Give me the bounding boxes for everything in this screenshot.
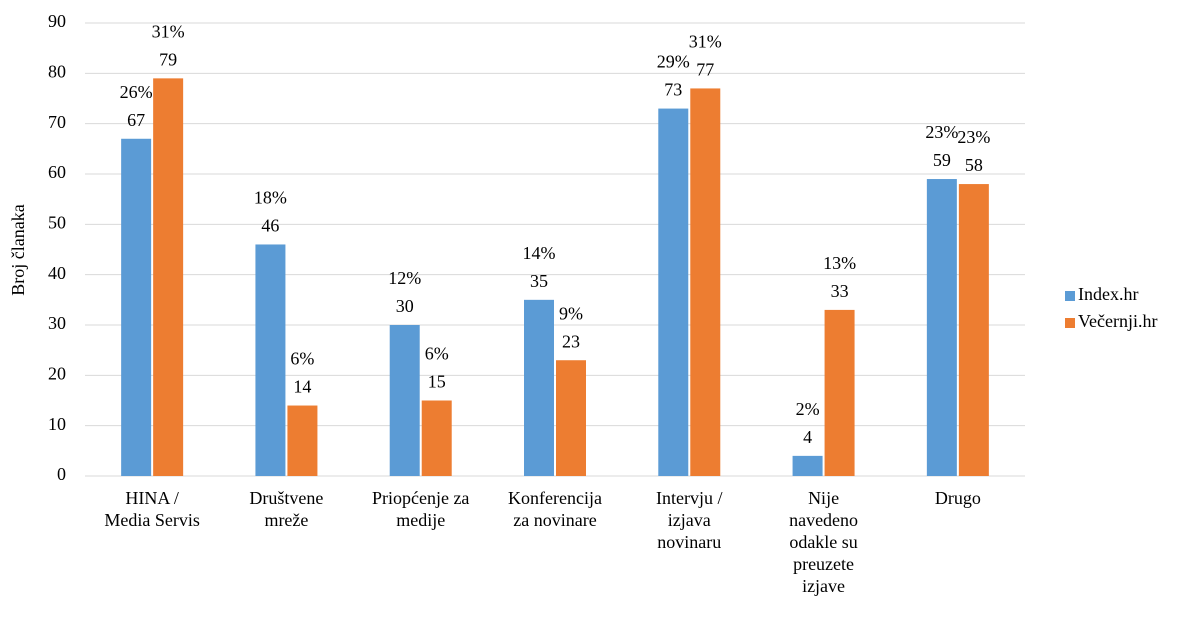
bar — [556, 360, 586, 476]
y-tick-label: 40 — [48, 263, 66, 283]
bar — [153, 78, 184, 476]
x-tick-label: Priopćenje za medije — [371, 488, 470, 530]
x-tick-label: Društvene mreže — [249, 488, 324, 530]
data-label: 23 — [562, 331, 580, 351]
bar — [121, 138, 152, 476]
bar — [690, 88, 721, 476]
share-label: 18% — [254, 188, 287, 208]
data-label: 73 — [664, 80, 682, 100]
data-label: 59 — [933, 150, 951, 170]
data-label: 77 — [696, 60, 714, 80]
share-label: 13% — [823, 253, 856, 273]
share-label: 9% — [559, 303, 583, 323]
legend-swatch — [1065, 291, 1075, 301]
share-label: 26% — [120, 82, 153, 102]
bar — [926, 179, 957, 477]
share-label: 23% — [925, 122, 958, 142]
x-tick-label: HINA / Media Servis — [104, 488, 200, 530]
x-tick-label: Konferencija za novinare — [508, 488, 602, 530]
share-label: 31% — [152, 21, 185, 41]
share-label: 14% — [523, 243, 556, 263]
legend-label: Večernji.hr — [1078, 311, 1157, 331]
data-label: 4 — [803, 427, 812, 447]
data-label: 35 — [530, 271, 548, 291]
data-label: 58 — [965, 155, 983, 175]
data-label: 33 — [831, 281, 849, 301]
y-tick-label: 20 — [48, 363, 66, 383]
bar — [389, 325, 420, 476]
share-label: 12% — [388, 268, 421, 288]
data-label: 30 — [396, 296, 414, 316]
data-label: 79 — [159, 49, 177, 69]
data-label: 15 — [428, 372, 446, 392]
bar — [658, 108, 689, 477]
y-tick-label: 60 — [48, 162, 66, 182]
data-label: 14 — [293, 377, 311, 397]
y-tick-label: 10 — [48, 414, 66, 434]
share-label: 6% — [425, 344, 449, 364]
y-tick-label: 50 — [48, 212, 66, 232]
share-label: 2% — [796, 399, 820, 419]
y-tick-label: 80 — [48, 61, 66, 81]
data-label: 67 — [127, 110, 145, 130]
legend-label: Index.hr — [1078, 284, 1138, 304]
y-tick-label: 70 — [48, 112, 66, 132]
y-tick-label: 0 — [57, 464, 66, 484]
legend-swatch — [1065, 318, 1075, 328]
y-axis-label: Broj članaka — [8, 204, 28, 295]
bar — [824, 309, 855, 476]
bar — [421, 400, 452, 476]
bar — [287, 405, 318, 476]
x-tick-label: Intervju / izjava novinaru — [656, 488, 723, 552]
x-tick-label: Drugo — [934, 488, 981, 508]
share-label: 31% — [689, 32, 722, 52]
share-label: 29% — [657, 52, 690, 72]
bar — [255, 244, 286, 476]
bar — [524, 299, 554, 476]
bar — [792, 455, 823, 476]
bar — [958, 184, 989, 477]
y-tick-label: 30 — [48, 313, 66, 333]
share-label: 23% — [957, 127, 990, 147]
share-label: 6% — [290, 349, 314, 369]
data-label: 46 — [261, 216, 279, 236]
y-tick-label: 90 — [48, 11, 66, 31]
x-tick-label: Nije navedeno odakle su preuzete izjave — [789, 488, 859, 596]
